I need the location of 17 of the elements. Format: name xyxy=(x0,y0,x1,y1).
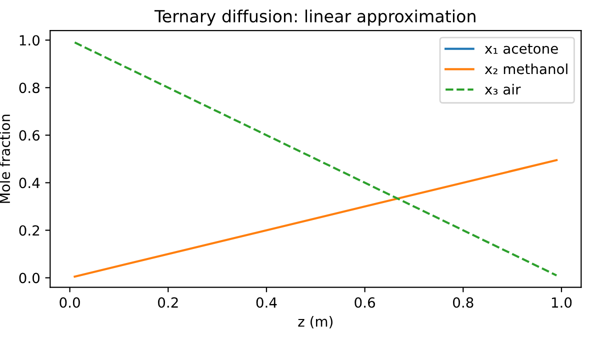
y-tick-label: 1.0 xyxy=(20,35,40,46)
y-tick-label: 0.6 xyxy=(19,130,40,141)
chart-title: Ternary diffusion: linear approximation xyxy=(154,10,476,26)
y-tick-label: 0.4 xyxy=(19,178,40,188)
x-tick-label: 0.0 xyxy=(60,297,80,308)
y-tick-label: 0.8 xyxy=(19,82,40,94)
x-tick-label: 0.6 xyxy=(354,297,375,308)
y-tick-label: 0.2 xyxy=(19,225,40,236)
x-tick-label: 0.2 xyxy=(158,297,178,308)
x-tick-label: 0.8 xyxy=(453,297,474,308)
legend-label: x₃ air xyxy=(484,84,521,95)
x-tick-label: 1.0 xyxy=(552,297,572,308)
x-tick-label: 0.4 xyxy=(256,297,277,308)
legend-label: x₁ acetone xyxy=(484,44,558,54)
legend-label: x₂ methanol xyxy=(484,63,568,74)
y-tick-label: 0.0 xyxy=(19,272,40,284)
x-axis-title: z (m) xyxy=(298,316,332,328)
